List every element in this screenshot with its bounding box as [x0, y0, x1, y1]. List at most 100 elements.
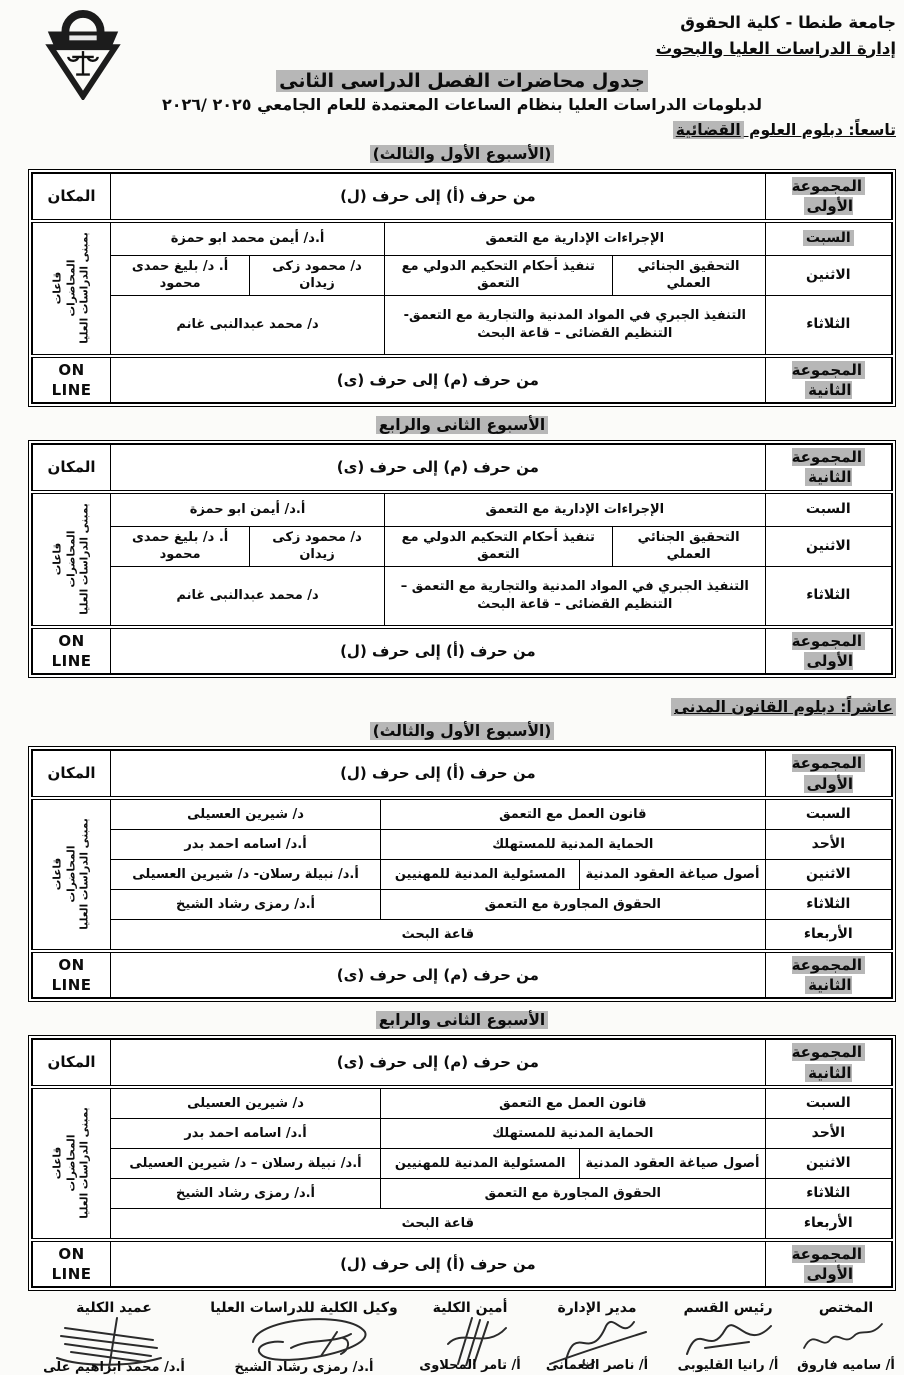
subject-cell: التحقيق الجنائي العملي — [611, 254, 766, 296]
day-cell: الأربعاء — [764, 1207, 893, 1241]
saturday-row: السبت الإجراءات الإدارية مع التعمق أ.د/ … — [31, 220, 893, 357]
table-header-row: المجموعة الأولى من حرف (أ) إلى حرف (ل) ا… — [31, 749, 893, 800]
professor-cell: د/ محمود زكى زيدان — [249, 525, 385, 567]
signature-name: أ/ ساميه فاروق — [797, 1358, 895, 1374]
group-label-cell: المجموعة الثانية — [764, 1038, 893, 1089]
day-cell: السبت — [764, 491, 893, 527]
place-header-cell: المكان — [31, 1038, 112, 1089]
signature-name: أ.د/ محمد ابراهيم على — [43, 1360, 185, 1375]
professor-cell: أ.د/ أيمن ابو حمزة — [110, 491, 385, 527]
university-line: جامعة طنطا - كلية الحقوق — [680, 13, 896, 32]
day-cell: الأحد — [764, 828, 893, 860]
signature-dean: عميد الكلية أ.د/ محمد ابراهيم على — [30, 1300, 198, 1375]
signature-name: أ/ تامر المحلاوى — [419, 1358, 521, 1374]
tuesday-row: الثلاثاء الحقوق المجاورة مع التعمق أ.د/ … — [32, 888, 893, 920]
civil-week24-table: المجموعة الثانية من حرف (م) إلى حرف (ى) … — [28, 1035, 896, 1292]
place-header-cell: المكان — [31, 749, 112, 800]
online-cell: ON LINE — [31, 624, 112, 675]
department-line: إدارة الدراسات العليا والبحوث — [655, 38, 896, 58]
venue-cell: قاعات المحاضرات بمبنى الدراسات العليا — [31, 1086, 112, 1241]
signature-college-secretary: أمين الكلية أ/ تامر المحلاوى — [410, 1300, 530, 1375]
day-cell: الأربعاء — [764, 918, 893, 952]
professor-cell: أ.د/ أيمن محمد ابو حمزة — [110, 220, 385, 256]
professor-cell: أ.د/ نبيلة رسلان- د/ شيرين العسيلى — [110, 858, 381, 890]
venue-vertical-text: قاعات المحاضرات بمبنى الدراسات العليا — [51, 818, 91, 931]
signature-specialist: المختص أ/ ساميه فاروق — [797, 1300, 895, 1375]
signatures-block: المختص أ/ ساميه فاروق رئيس القسم أ/ راني… — [30, 1300, 895, 1375]
professor-cell: أ.د/ اسامه احمد بدر — [110, 828, 381, 860]
day-cell: الاثنين — [764, 1147, 893, 1179]
place-header-cell: المكان — [31, 172, 112, 223]
week-title-judicial-13: (الأسبوع الأول والثالث) — [28, 145, 896, 164]
signature-name: أ.د/ رمزى رشاد الشيخ — [234, 1360, 374, 1375]
professor-cell: د/ شيرين العسيلى — [110, 1086, 381, 1119]
group-label-cell: المجموعة الثانية — [764, 443, 893, 494]
day-cell: الثلاثاء — [764, 294, 893, 357]
day-cell: الثلاثاء — [764, 1177, 893, 1209]
section-heading-civil: عاشراً: دبلوم القانون المدنى — [28, 698, 896, 717]
online-group-row: المجموعة الثانية من حرف (م) إلى حرف (ى) … — [31, 353, 893, 404]
online-cell: ON LINE — [31, 353, 112, 404]
judicial-week24-table: المجموعة الثانية من حرف (م) إلى حرف (ى) … — [28, 440, 896, 679]
subject-cell: الحماية المدنية للمستهلك — [379, 1117, 766, 1149]
subject-cell: أصول صياغة العقود المدنية — [579, 1147, 766, 1179]
letter-range-cell: من حرف (م) إلى حرف (ى) — [110, 353, 766, 404]
group-label-cell: المجموعة الأولى — [764, 1237, 893, 1288]
table-header-row: المجموعة الثانية من حرف (م) إلى حرف (ى) … — [31, 443, 893, 494]
letter-range-cell: من حرف (م) إلى حرف (ى) — [110, 948, 766, 999]
subject-cell: الحقوق المجاورة مع التعمق — [379, 1177, 766, 1209]
online-cell: ON LINE — [31, 948, 112, 999]
saturday-row: السبت الإجراءات الإدارية مع التعمق أ.د/ … — [31, 491, 893, 628]
letter-range-cell: من حرف (أ) إلى حرف (ل) — [110, 1237, 766, 1288]
professor-cell: أ.د/ رمزى رشاد الشيخ — [110, 888, 381, 920]
group-label-cell: المجموعة الأولى — [764, 172, 893, 223]
subject-cell: الإجراءات الإدارية مع التعمق — [383, 220, 766, 256]
day-cell: السبت — [764, 1086, 893, 1119]
faculty-logo-icon — [40, 8, 126, 104]
letter-range-cell: من حرف (م) إلى حرف (ى) — [110, 443, 766, 494]
professor-cell: أ.د/ نبيلة رسلان – د/ شيرين العسيلى — [110, 1147, 381, 1179]
signature-admin-director: مدير الإدارة أ/ ناصر النعمانى — [536, 1300, 658, 1375]
day-cell: السبت — [764, 797, 893, 830]
document-page: جامعة طنطا - كلية الحقوق إدارة الدراسات … — [28, 8, 896, 1375]
saturday-row: السبت قانون العمل مع التعمق د/ شيرين الع… — [31, 1086, 893, 1241]
research-room-cell: قاعة البحث — [110, 1207, 766, 1241]
schedule-table: المجموعة الأولى من حرف (أ) إلى حرف (ل) ا… — [31, 749, 893, 1000]
letter-range-cell: من حرف (م) إلى حرف (ى) — [110, 1038, 766, 1089]
group-label-cell: المجموعة الثانية — [764, 948, 893, 999]
venue-vertical-text: قاعات المحاضرات بمبنى الدراسات العليا — [51, 503, 91, 616]
online-cell: ON LINE — [31, 1237, 112, 1288]
saturday-row: السبت قانون العمل مع التعمق د/ شيرين الع… — [31, 797, 893, 952]
week-title-civil-24: الأسبوع الثانى والرابع — [28, 1011, 896, 1030]
signature-name: أ/ ناصر النعمانى — [545, 1358, 649, 1374]
letter-range-cell: من حرف (أ) إلى حرف (ل) — [110, 624, 766, 675]
subject-cell: قانون العمل مع التعمق — [379, 1086, 766, 1119]
signature-vice-dean: وكيل الكلية للدراسات العليا أ.د/ رمزى رش… — [204, 1300, 404, 1375]
subject-cell: المسئولية المدنية للمهنيين — [379, 858, 581, 890]
day-cell: الاثنين — [764, 858, 893, 890]
scales-emblem-icon — [45, 10, 121, 102]
place-header-cell: المكان — [31, 443, 112, 494]
sunday-row: الأحد الحماية المدنية للمستهلك أ.د/ اسام… — [32, 828, 893, 860]
subject-cell: التحقيق الجنائي العملي — [611, 525, 766, 567]
subject-cell: التنفيذ الجبري في المواد المدنية والتجار… — [383, 294, 766, 357]
professor-cell: أ.د/ اسامه احمد بدر — [110, 1117, 381, 1149]
day-cell: الأحد — [764, 1117, 893, 1149]
subject-cell: قانون العمل مع التعمق — [379, 797, 766, 830]
tuesday-row: الثلاثاء التنفيذ الجبري في المواد المدني… — [32, 565, 893, 628]
week-title-judicial-24: الأسبوع الثانى والرابع — [28, 416, 896, 435]
subject-cell: الحماية المدنية للمستهلك — [379, 828, 766, 860]
monday-row: الاثنين أصول صياغة العقود المدنية المسئو… — [32, 858, 893, 890]
page-subtitle: لدبلومات الدراسات العليا بنظام الساعات ا… — [161, 95, 763, 115]
venue-vertical-text: قاعات المحاضرات بمبنى الدراسات العليا — [51, 232, 91, 344]
signature-dept-head: رئيس القسم أ/ رانيا القليوبى — [664, 1300, 792, 1375]
group-label-cell: المجموعة الأولى — [764, 749, 893, 800]
subject-cell: تنفيذ أحكام التحكيم الدولي مع التعمق — [383, 254, 613, 296]
professor-cell: د/ محمد عبدالنبى غانم — [110, 294, 385, 357]
subject-cell: التنفيذ الجبري في المواد المدنية والتجار… — [384, 565, 766, 628]
venue-vertical-text: قاعات المحاضرات بمبنى الدراسات العليا — [51, 1107, 91, 1220]
judicial-week13-table: المجموعة الأولى من حرف (أ) إلى حرف (ل) ا… — [28, 169, 896, 408]
group-label-cell: المجموعة الأولى — [764, 624, 893, 675]
letter-range-cell: من حرف (أ) إلى حرف (ل) — [110, 749, 766, 800]
day-cell: الاثنين — [764, 525, 893, 567]
